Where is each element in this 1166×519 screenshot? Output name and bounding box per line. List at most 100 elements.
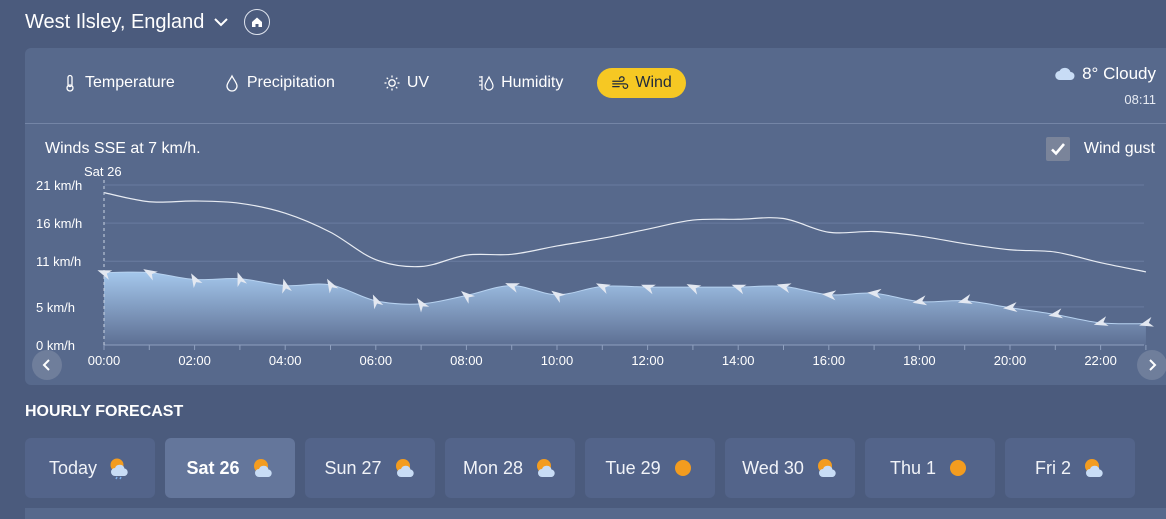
metric-tabs: Temperature Precipitation UV Humidity Wi… [47, 68, 706, 98]
tab-label: Temperature [85, 74, 175, 91]
wind-direction-arrow [461, 290, 475, 304]
wind-icon [611, 74, 629, 92]
wind-direction-arrow [821, 290, 837, 301]
x-tick-label: 06:00 [360, 353, 393, 368]
check-icon [1050, 143, 1065, 156]
x-tick-label: 20:00 [994, 353, 1027, 368]
sun-cloud-rain-icon [107, 456, 131, 480]
x-tick-label: 04:00 [269, 353, 302, 368]
y-tick-label: 11 km/h [36, 254, 81, 269]
hourly-forecast-title: HOURLY FORECAST [25, 403, 184, 420]
day-card[interactable]: Tue 29 [585, 438, 715, 498]
day-label: Sun 27 [324, 457, 382, 478]
chart-prev-button[interactable] [32, 350, 62, 380]
chart-next-button[interactable] [1137, 350, 1166, 380]
wind-direction-arrow [957, 294, 973, 304]
tab-uv[interactable]: UV [369, 68, 443, 98]
chevron-down-icon[interactable] [212, 13, 230, 31]
x-tick-label: 18:00 [903, 353, 936, 368]
wind-gust-checkbox[interactable] [1045, 137, 1070, 161]
sun-cloud-icon [250, 456, 274, 480]
y-tick-label: 21 km/h [36, 178, 82, 193]
current-condition: Cloudy [1103, 64, 1156, 83]
humidity-icon [477, 74, 495, 92]
day-label: Sat 26 [186, 457, 240, 478]
day-label: Mon 28 [462, 457, 524, 478]
y-tick-label: 5 km/h [36, 300, 75, 315]
day-label: Thu 1 [889, 457, 937, 478]
y-tick-label: 16 km/h [36, 216, 82, 231]
chevron-left-icon [42, 359, 50, 371]
wind-gust-toggle[interactable]: Wind gust [1045, 137, 1155, 161]
wind-direction-arrow [867, 288, 882, 299]
wind-area [104, 272, 1146, 345]
x-tick-label: 00:00 [88, 353, 121, 368]
tab-label: Humidity [501, 74, 564, 91]
x-tick-label: 08:00 [450, 353, 483, 368]
location-name[interactable]: West Ilsley, England [25, 10, 205, 33]
wind-direction-arrow [731, 284, 747, 295]
tab-temperature[interactable]: Temperature [47, 68, 189, 98]
tab-label: Precipitation [246, 74, 335, 91]
wind-direction-arrow [912, 295, 928, 306]
wind-direction-arrow [776, 283, 792, 293]
wind-direction-arrow [1048, 308, 1064, 319]
day-card[interactable]: Thu 1 [865, 438, 995, 498]
x-tick-label: 22:00 [1084, 353, 1117, 368]
chevron-right-icon [1149, 359, 1157, 371]
content-strip [25, 508, 1166, 519]
wind-direction-arrow [1093, 316, 1109, 326]
day-label: Tue 29 [605, 457, 661, 478]
wind-direction-arrow [282, 278, 292, 294]
gust-line [103, 192, 1147, 273]
panel-divider [25, 123, 1166, 124]
tab-humidity[interactable]: Humidity [463, 68, 577, 98]
day-label: Fri 2 [1035, 457, 1071, 478]
x-tick-label: 02:00 [178, 353, 211, 368]
y-tick-label: 0 km/h [36, 338, 75, 353]
day-card[interactable]: Fri 2 [1005, 438, 1135, 498]
sun-cloud-icon [814, 456, 838, 480]
wind-summary: Winds SSE at 7 km/h. [45, 140, 201, 157]
sun-cloud-icon [1081, 456, 1105, 480]
day-label: Wed 30 [742, 457, 804, 478]
sun-icon [671, 456, 695, 480]
day-card[interactable]: Today [25, 438, 155, 498]
day-selector: Today Sat 26 Sun 27 Mon 28 Tue 29 Wed 30 Thu 1… [25, 438, 1145, 498]
wind-direction-arrow [686, 284, 702, 295]
current-temp: 8° [1082, 64, 1099, 83]
tab-label: UV [406, 74, 430, 91]
x-tick-label: 12:00 [631, 353, 664, 368]
wind-direction-arrow [97, 270, 113, 280]
tab-wind[interactable]: Wind [597, 68, 686, 98]
sun-cloud-icon [533, 456, 557, 480]
wind-direction-arrow [595, 283, 611, 294]
home-icon[interactable] [244, 9, 271, 35]
wind-direction-arrow [372, 294, 384, 310]
wind-direction-arrow [505, 283, 520, 293]
wind-direction-arrow [641, 284, 656, 295]
x-tick-label: 16:00 [813, 353, 846, 368]
day-card[interactable]: Sun 27 [305, 438, 435, 498]
location-bar: West Ilsley, England [25, 6, 271, 38]
current-time: 08:11 [1124, 92, 1156, 107]
sun-cloud-icon [392, 456, 416, 480]
current-conditions: 8° Cloudy 08:11 [1054, 64, 1156, 107]
tab-label: Wind [635, 74, 672, 91]
day-label: Today [48, 457, 98, 478]
x-tick-label: 14:00 [722, 353, 755, 368]
x-tick-label: 10:00 [541, 353, 574, 368]
tab-precipitation[interactable]: Precipitation [209, 68, 349, 98]
wind-direction-arrow [1139, 317, 1154, 327]
wind-direction-arrow [143, 269, 158, 281]
droplet-icon [223, 74, 241, 92]
wind-direction-arrow [237, 272, 247, 288]
day-card[interactable]: Sat 26 [165, 438, 295, 498]
day-card[interactable]: Mon 28 [445, 438, 575, 498]
day-marker-label: Sat 26 [84, 164, 122, 179]
day-card[interactable]: Wed 30 [725, 438, 855, 498]
wind-direction-arrow [191, 273, 203, 289]
wind-direction-arrow [327, 278, 339, 294]
wind-chart: 21 km/h 16 km/h 11 km/h 5 km/h 0 km/h Sat 26 0… [36, 164, 1154, 368]
sun-icon [383, 74, 401, 92]
